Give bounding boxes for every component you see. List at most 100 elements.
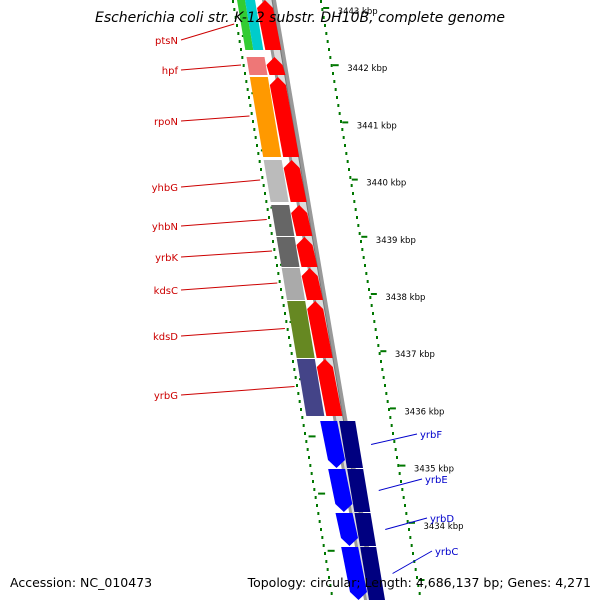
tick-dot bbox=[401, 488, 404, 491]
major-tick bbox=[323, 7, 330, 9]
tick-dot bbox=[300, 408, 302, 411]
tick-dot bbox=[278, 280, 281, 283]
major-tick bbox=[351, 178, 358, 181]
tick-dot bbox=[248, 96, 250, 99]
gene-arrow bbox=[341, 547, 367, 600]
tick-dot bbox=[376, 336, 378, 339]
tick-dot bbox=[369, 296, 372, 299]
tick-dot bbox=[253, 128, 256, 131]
tick-dot bbox=[329, 584, 332, 587]
tick-dot bbox=[241, 56, 244, 59]
gene-arrow bbox=[301, 268, 323, 300]
gene-label: rpoN bbox=[154, 117, 178, 128]
tick-dot bbox=[406, 520, 409, 523]
tick-dot bbox=[320, 0, 322, 3]
tick-dot bbox=[237, 32, 240, 35]
tick-dot bbox=[416, 576, 418, 579]
left-strand-genes bbox=[237, 0, 343, 416]
gene-arrow bbox=[291, 205, 313, 236]
length-label: Length: bbox=[364, 575, 412, 590]
tick-dot bbox=[353, 200, 356, 203]
gene-arrow bbox=[316, 359, 343, 416]
tick-dot bbox=[388, 408, 390, 411]
kbp-label: 3438 kbp bbox=[385, 293, 425, 303]
tick-dot bbox=[334, 88, 337, 91]
tick-dot bbox=[298, 400, 301, 403]
tick-dot bbox=[358, 232, 361, 235]
tick-dot bbox=[252, 120, 254, 123]
gene-label: yrbK bbox=[155, 253, 178, 264]
tick-dot bbox=[293, 368, 296, 371]
leader-line bbox=[180, 219, 267, 227]
tick-dot bbox=[342, 136, 345, 139]
tick-dot bbox=[330, 64, 333, 67]
tick-dot bbox=[242, 64, 245, 67]
major-tick bbox=[399, 464, 406, 467]
tick-dot bbox=[272, 240, 274, 243]
tick-dot bbox=[328, 48, 330, 51]
tick-dot bbox=[262, 184, 265, 187]
tick-dot bbox=[329, 56, 332, 59]
genome-stats: Topology: circular; Length: 4,686,137 bp… bbox=[247, 575, 591, 590]
tick-dot bbox=[349, 176, 352, 179]
cog-block bbox=[245, 0, 264, 50]
tick-dot bbox=[321, 536, 324, 539]
tick-dot bbox=[386, 400, 389, 403]
major-tick bbox=[380, 350, 387, 353]
kbp-label: 3437 kbp bbox=[395, 350, 435, 360]
leader-line bbox=[378, 478, 423, 491]
tick-dot bbox=[398, 472, 401, 475]
tick-dot bbox=[382, 376, 385, 379]
tick-dot bbox=[232, 0, 234, 3]
tick-dot bbox=[313, 488, 316, 491]
tick-dot bbox=[288, 336, 290, 339]
gene-label: hpf bbox=[162, 66, 179, 77]
major-tick bbox=[327, 549, 335, 552]
kbp-label: 3440 kbp bbox=[366, 179, 406, 189]
tick-dot bbox=[346, 160, 349, 163]
right-strand-genes bbox=[320, 421, 385, 600]
topology-label: Topology: bbox=[247, 575, 307, 590]
tick-dot bbox=[378, 352, 381, 355]
gene-arrow bbox=[257, 0, 282, 50]
kbp-label: 3436 kbp bbox=[404, 407, 444, 417]
leader-line bbox=[370, 433, 418, 445]
kbp-label: 3434 kbp bbox=[423, 522, 463, 532]
tick-dot bbox=[314, 496, 317, 499]
tick-dot bbox=[350, 184, 353, 187]
leader-line bbox=[180, 179, 261, 188]
tick-dot bbox=[292, 360, 294, 363]
tick-dot bbox=[310, 472, 313, 475]
leader-line bbox=[180, 64, 242, 71]
tick-dot bbox=[261, 176, 264, 179]
gene-arrow bbox=[335, 513, 358, 546]
tick-dot bbox=[233, 8, 236, 11]
tick-dot bbox=[348, 168, 350, 171]
tick-dot bbox=[254, 136, 257, 139]
tick-dot bbox=[341, 128, 344, 131]
tick-dot bbox=[385, 392, 388, 395]
tick-dot bbox=[389, 416, 392, 419]
tick-dot bbox=[404, 504, 406, 507]
gene-arrow bbox=[307, 301, 333, 358]
tick-dot bbox=[266, 208, 269, 211]
tick-dot bbox=[394, 448, 397, 451]
tick-dot bbox=[372, 312, 374, 315]
gene-arrow bbox=[266, 57, 286, 75]
tick-dot bbox=[277, 272, 280, 275]
tick-dot bbox=[312, 480, 314, 483]
tick-dot bbox=[338, 112, 341, 115]
cog-block bbox=[271, 205, 295, 236]
gene-label: kdsD bbox=[153, 332, 178, 343]
tick-dot bbox=[317, 512, 320, 515]
tick-dot bbox=[322, 544, 325, 547]
tick-dot bbox=[356, 216, 358, 219]
tick-dot bbox=[236, 24, 238, 27]
tick-dot bbox=[397, 464, 400, 467]
tick-dot bbox=[309, 464, 312, 467]
tick-dot bbox=[257, 152, 260, 155]
accession-value: NC_010473 bbox=[80, 575, 153, 590]
tick-dot bbox=[322, 16, 325, 19]
gene-label: yhbN bbox=[152, 222, 178, 233]
